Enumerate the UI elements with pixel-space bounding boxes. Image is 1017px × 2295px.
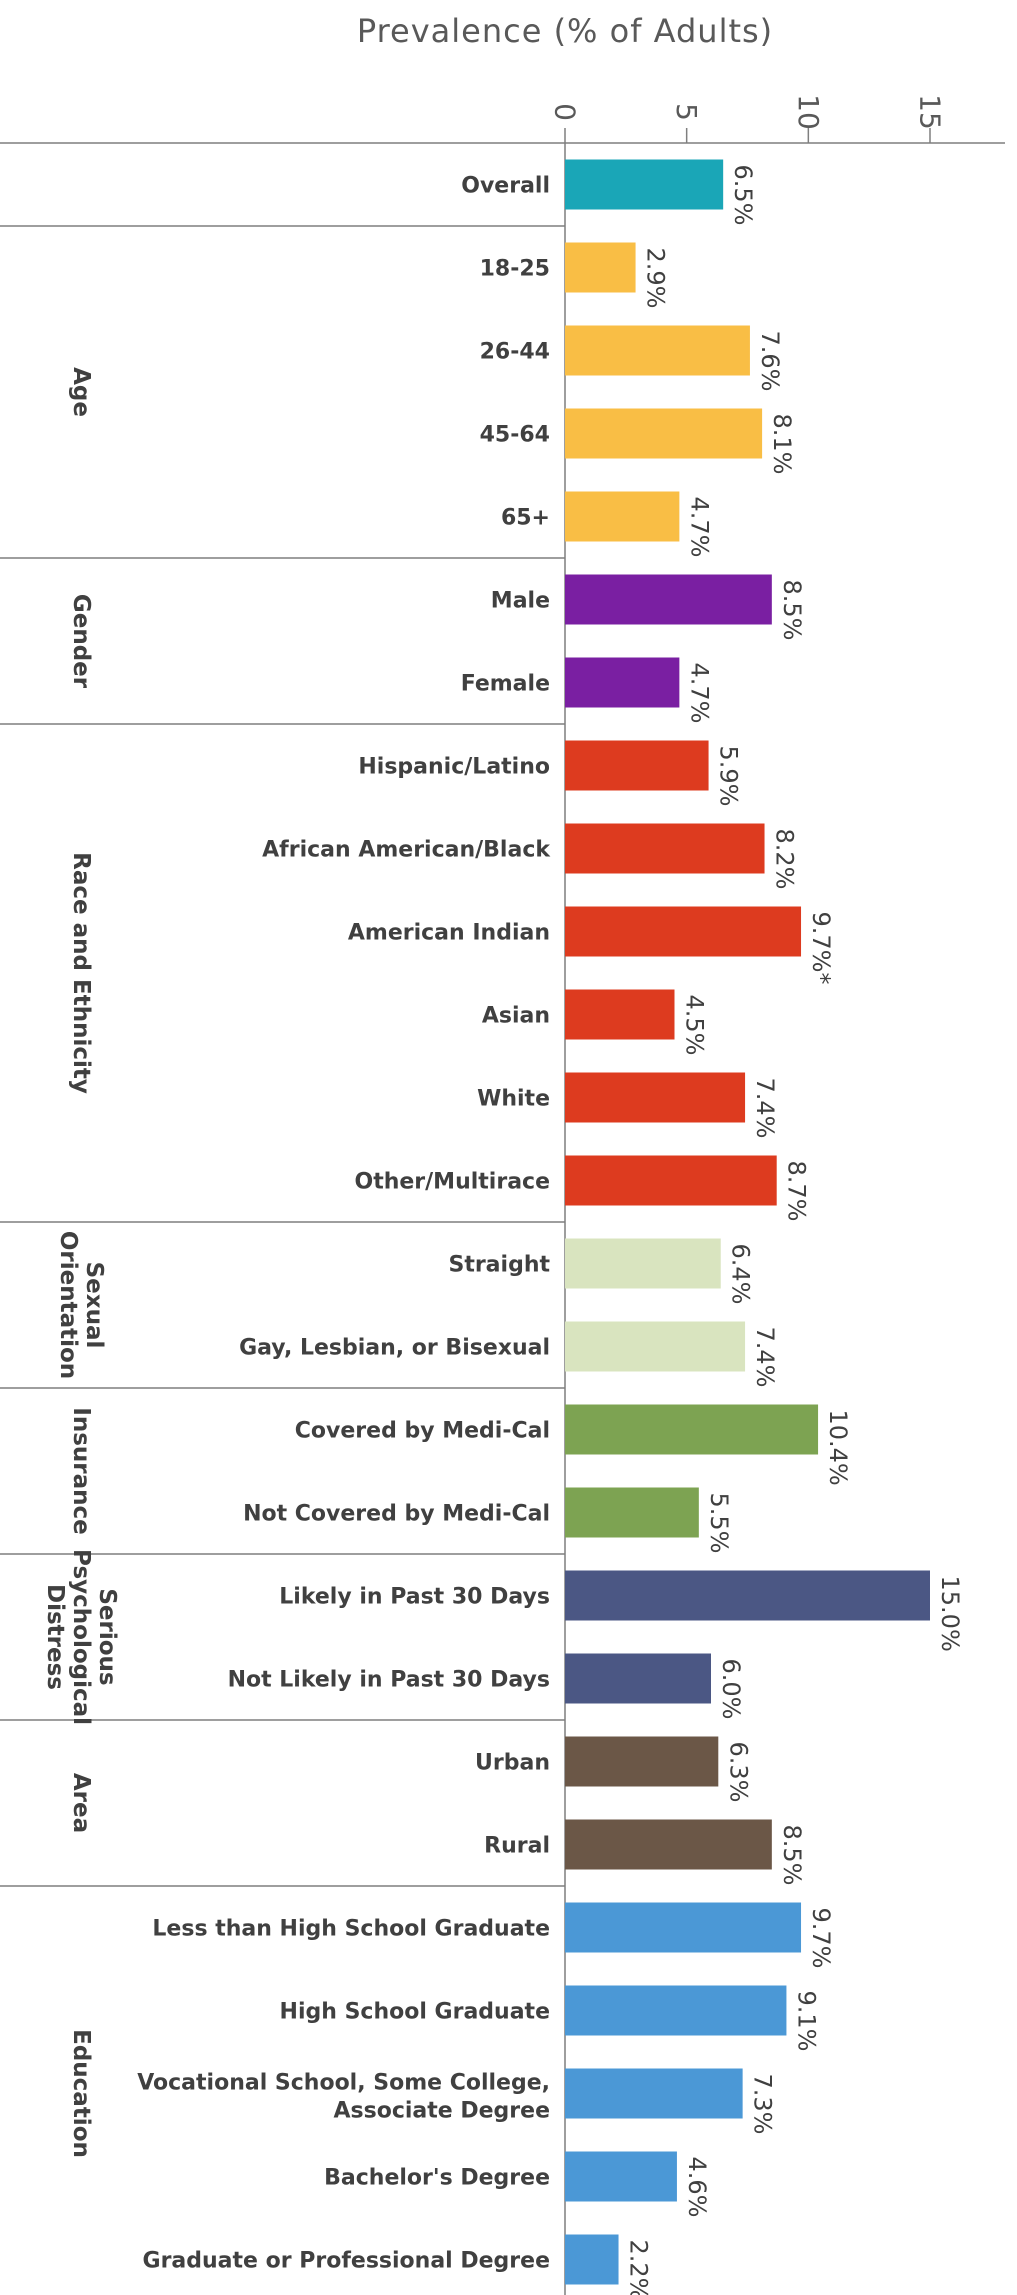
category-label: Overall xyxy=(461,174,550,199)
value-label: 7.3% xyxy=(749,2074,777,2135)
category-label: Not Likely in Past 30 Days xyxy=(228,1668,550,1693)
group-label: Insurance xyxy=(68,1407,94,1534)
bar xyxy=(565,657,680,708)
bar xyxy=(565,989,675,1040)
value-label: 5.5% xyxy=(705,1493,733,1554)
bar xyxy=(565,408,763,459)
bar xyxy=(565,1487,699,1538)
value-label: 8.2% xyxy=(771,829,799,890)
value-label: 8.7% xyxy=(783,1161,811,1222)
value-label: 2.2% xyxy=(625,2240,653,2295)
bar xyxy=(565,906,802,957)
value-label: 9.1% xyxy=(792,1991,820,2052)
category-label: 18-25 xyxy=(480,257,550,282)
bar xyxy=(565,325,750,376)
category-label: Bachelor's Degree xyxy=(324,2166,550,2191)
category-label: Rural xyxy=(484,1834,550,1859)
bar xyxy=(565,2234,619,2285)
group-label: SeriousPsychologicalDistress xyxy=(42,1549,120,1725)
bar xyxy=(565,1155,777,1206)
bar xyxy=(565,1570,930,1621)
axis-title: Prevalence (% of Adults) xyxy=(357,12,773,50)
category-label: 26-44 xyxy=(480,340,550,365)
value-label: 7.4% xyxy=(751,1078,779,1139)
category-label: Gay, Lesbian, or Bisexual xyxy=(239,1336,550,1361)
bar xyxy=(565,2151,677,2202)
category-labels: Overall 18-25 26-44 45-64 65+ Male Female Hispa… xyxy=(137,174,551,2274)
x-tick-label: 0 xyxy=(549,103,582,121)
category-label: Likely in Past 30 Days xyxy=(279,1585,550,1610)
category-label: Other/Multirace xyxy=(355,1170,551,1195)
category-label: 65+ xyxy=(501,506,550,531)
category-label: Male xyxy=(491,589,550,614)
bar xyxy=(565,1902,802,1953)
category-label: Asian xyxy=(482,1004,550,1029)
category-label: Less than High School Graduate xyxy=(152,1917,550,1942)
value-label: 8.5% xyxy=(778,580,806,641)
bar xyxy=(565,1072,746,1123)
bar xyxy=(565,1404,819,1455)
group-separators xyxy=(0,142,1005,2295)
group-label: Education xyxy=(68,2029,94,2158)
bar xyxy=(565,491,680,542)
category-label: American Indian xyxy=(348,921,550,946)
bar xyxy=(565,1321,746,1372)
value-label: 9.7% xyxy=(807,1908,835,1969)
category-label: High School Graduate xyxy=(280,2000,550,2025)
value-label: 7.6% xyxy=(756,331,784,392)
value-label: 8.5% xyxy=(778,1825,806,1886)
bar xyxy=(565,2068,743,2119)
bar xyxy=(565,574,772,625)
category-label: Graduate or Professional Degree xyxy=(143,2249,550,2274)
bar xyxy=(565,1985,787,2036)
value-label: 4.6% xyxy=(683,2157,711,2218)
bars xyxy=(565,159,930,2285)
value-label: 4.7% xyxy=(685,663,713,724)
value-label: 2.9% xyxy=(642,248,670,309)
bar xyxy=(565,1238,721,1289)
group-label: Age xyxy=(68,367,94,417)
value-label: 5.9% xyxy=(715,746,743,807)
group-label: Area xyxy=(68,1773,94,1833)
value-label: 6.5% xyxy=(729,165,757,226)
value-label: 15.0% xyxy=(936,1576,964,1652)
x-tick-label: 5 xyxy=(670,103,703,121)
bar xyxy=(565,823,765,874)
x-tick-label: 15 xyxy=(914,94,947,130)
group-label: Race and Ethnicity xyxy=(68,852,94,1094)
bar xyxy=(565,1736,719,1787)
x-axis-ticks: 0 5 10 15 xyxy=(549,94,947,143)
bar xyxy=(565,1653,711,1704)
group-label: Gender xyxy=(68,594,94,689)
category-label: Covered by Medi-Cal xyxy=(295,1419,550,1444)
value-label: 6.4% xyxy=(727,1244,755,1305)
bar xyxy=(565,1819,772,1870)
category-label: African American/Black xyxy=(262,838,551,863)
value-labels: 6.5%2.9%7.6%8.1%4.7%8.5%4.7%5.9%8.2%9.7%… xyxy=(625,165,964,2295)
bar xyxy=(565,159,724,210)
bar xyxy=(565,740,709,791)
value-label: 4.5% xyxy=(681,995,709,1056)
value-label: 4.7% xyxy=(685,497,713,558)
category-label: Not Covered by Medi-Cal xyxy=(243,1502,550,1527)
value-label: 8.1% xyxy=(768,414,796,475)
group-labels: Age Gender Race and Ethnicity SexualOrienta… xyxy=(42,367,120,2158)
value-label: 9.7%* xyxy=(807,912,835,985)
bar xyxy=(565,242,636,293)
category-label: Vocational School, Some College, Associat… xyxy=(137,2071,550,2124)
value-label: 7.4% xyxy=(751,1327,779,1388)
category-label: Straight xyxy=(448,1253,550,1278)
value-label: 6.0% xyxy=(717,1659,745,1720)
value-label: 6.3% xyxy=(724,1742,752,1803)
group-label: SexualOrientation xyxy=(55,1231,107,1379)
category-label: White xyxy=(477,1087,550,1112)
category-label: Female xyxy=(461,672,550,697)
category-label: Urban xyxy=(475,1751,550,1776)
value-label: 10.4% xyxy=(824,1410,852,1486)
x-tick-label: 10 xyxy=(792,94,825,130)
category-label: 45-64 xyxy=(480,423,550,448)
category-label: Hispanic/Latino xyxy=(358,755,550,780)
